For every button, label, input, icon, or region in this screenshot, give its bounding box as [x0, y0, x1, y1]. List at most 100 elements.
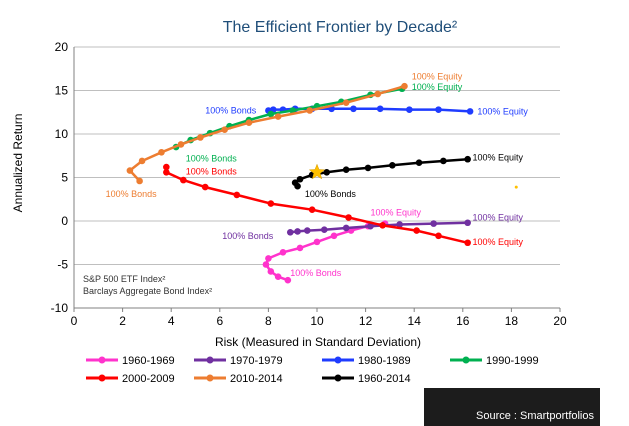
- y-tick-label: 20: [55, 40, 69, 54]
- data-point: [158, 148, 165, 156]
- legend-label: 2010-2014: [230, 373, 283, 385]
- data-point: [396, 221, 403, 228]
- annotation-label: 100% Equity: [473, 152, 524, 162]
- legend-label: 1960-1969: [122, 355, 175, 367]
- data-point: [163, 163, 170, 171]
- annotation-label: 100% Equity: [370, 207, 421, 217]
- data-point: [374, 90, 382, 98]
- data-point: [406, 106, 413, 113]
- data-point: [435, 106, 442, 113]
- legend-swatch-dot: [98, 374, 106, 382]
- legend-swatch-dot: [334, 374, 342, 382]
- data-point: [289, 107, 297, 114]
- data-point: [262, 261, 270, 268]
- annotation-label: 100% Bonds: [106, 189, 158, 199]
- data-point: [345, 214, 352, 221]
- x-axis-label: Risk (Measured in Standard Deviation): [215, 335, 421, 349]
- data-point: [364, 164, 372, 172]
- data-point: [389, 162, 396, 169]
- y-tick-label: -10: [51, 301, 69, 315]
- data-point: [221, 126, 228, 133]
- data-point: [180, 176, 187, 184]
- data-point: [440, 157, 447, 165]
- data-point: [401, 82, 408, 90]
- data-point: [464, 219, 471, 227]
- data-point: [320, 226, 328, 233]
- legend-swatch-dot: [98, 356, 106, 364]
- annotation-label: 100% Equity: [412, 82, 463, 92]
- annotation-label: 100% Equity: [412, 72, 463, 82]
- data-point: [308, 206, 316, 213]
- data-point: [245, 119, 253, 126]
- series-1960-2014: [291, 155, 471, 190]
- data-point: [279, 249, 287, 256]
- legend-label: 2000-2009: [122, 373, 175, 385]
- data-point: [138, 157, 146, 165]
- grid-lines: [74, 46, 560, 309]
- data-point: [379, 222, 386, 229]
- data-point: [274, 113, 282, 120]
- annotation-label: 100% Bonds: [186, 153, 238, 163]
- data-point: [126, 167, 134, 174]
- data-point: [296, 244, 304, 252]
- data-point: [466, 108, 474, 115]
- y-tick-label: 5: [61, 171, 68, 185]
- x-tick-label: 20: [553, 314, 567, 328]
- star-marker: [308, 163, 326, 180]
- data-point: [376, 105, 384, 113]
- data-point: [233, 191, 241, 199]
- x-tick-label: 6: [216, 314, 223, 328]
- data-point: [330, 232, 338, 240]
- data-point: [367, 222, 374, 230]
- legend-swatch-dot: [206, 374, 214, 382]
- data-point: [267, 110, 275, 118]
- note-barclays: Barclays Aggregate Bond Index²: [83, 286, 212, 296]
- data-point: [413, 227, 420, 234]
- note-sp500: S&P 500 ETF Index²: [83, 274, 165, 284]
- x-tick-label: 2: [119, 314, 126, 328]
- y-tick-label: 10: [55, 127, 69, 141]
- annotation-label: 100% Equity: [477, 106, 528, 116]
- data-point: [306, 107, 314, 114]
- annotation-label: 100% Equity: [473, 237, 524, 247]
- series-layer: [126, 82, 518, 284]
- legend-label: 1970-1979: [230, 355, 283, 367]
- data-point: [136, 177, 143, 185]
- x-tick-label: 4: [168, 314, 175, 328]
- y-tick-label: -5: [57, 258, 68, 272]
- y-axis-label: Annualized Return: [11, 114, 25, 213]
- annotation-label: 100% Bonds: [205, 106, 257, 116]
- data-point: [303, 227, 311, 234]
- data-point: [415, 159, 423, 167]
- data-point: [464, 239, 471, 247]
- data-point: [274, 273, 282, 280]
- annotation-label: 100% Bonds: [222, 231, 274, 241]
- data-point: [294, 228, 301, 235]
- legend-label: 1990-1999: [486, 355, 539, 367]
- x-tick-label: 18: [505, 314, 519, 328]
- small-marker: [514, 185, 518, 189]
- data-point: [296, 175, 304, 183]
- data-point: [350, 105, 357, 113]
- data-point: [323, 168, 331, 176]
- chart-title: The Efficient Frontier by Decade²: [223, 19, 458, 36]
- data-point: [267, 200, 275, 207]
- legend-swatch-dot: [334, 356, 342, 364]
- y-tick-label: 0: [61, 214, 68, 228]
- data-point: [430, 220, 437, 227]
- source-text: Source : Smartportfolios: [476, 410, 594, 422]
- x-tick-label: 10: [310, 314, 324, 328]
- data-point: [163, 168, 170, 176]
- data-point: [197, 134, 204, 141]
- data-point: [267, 268, 275, 275]
- data-point: [265, 255, 272, 262]
- data-point: [286, 229, 294, 236]
- series-2010-2014: [126, 82, 408, 185]
- legend-label: 1960-2014: [358, 373, 411, 385]
- data-point: [435, 232, 442, 240]
- legend: 1960-1969 1970-1979 1980-1989 1990-1999 2000…: [86, 355, 539, 385]
- series-1970-1979: [286, 219, 471, 236]
- data-point: [291, 179, 299, 187]
